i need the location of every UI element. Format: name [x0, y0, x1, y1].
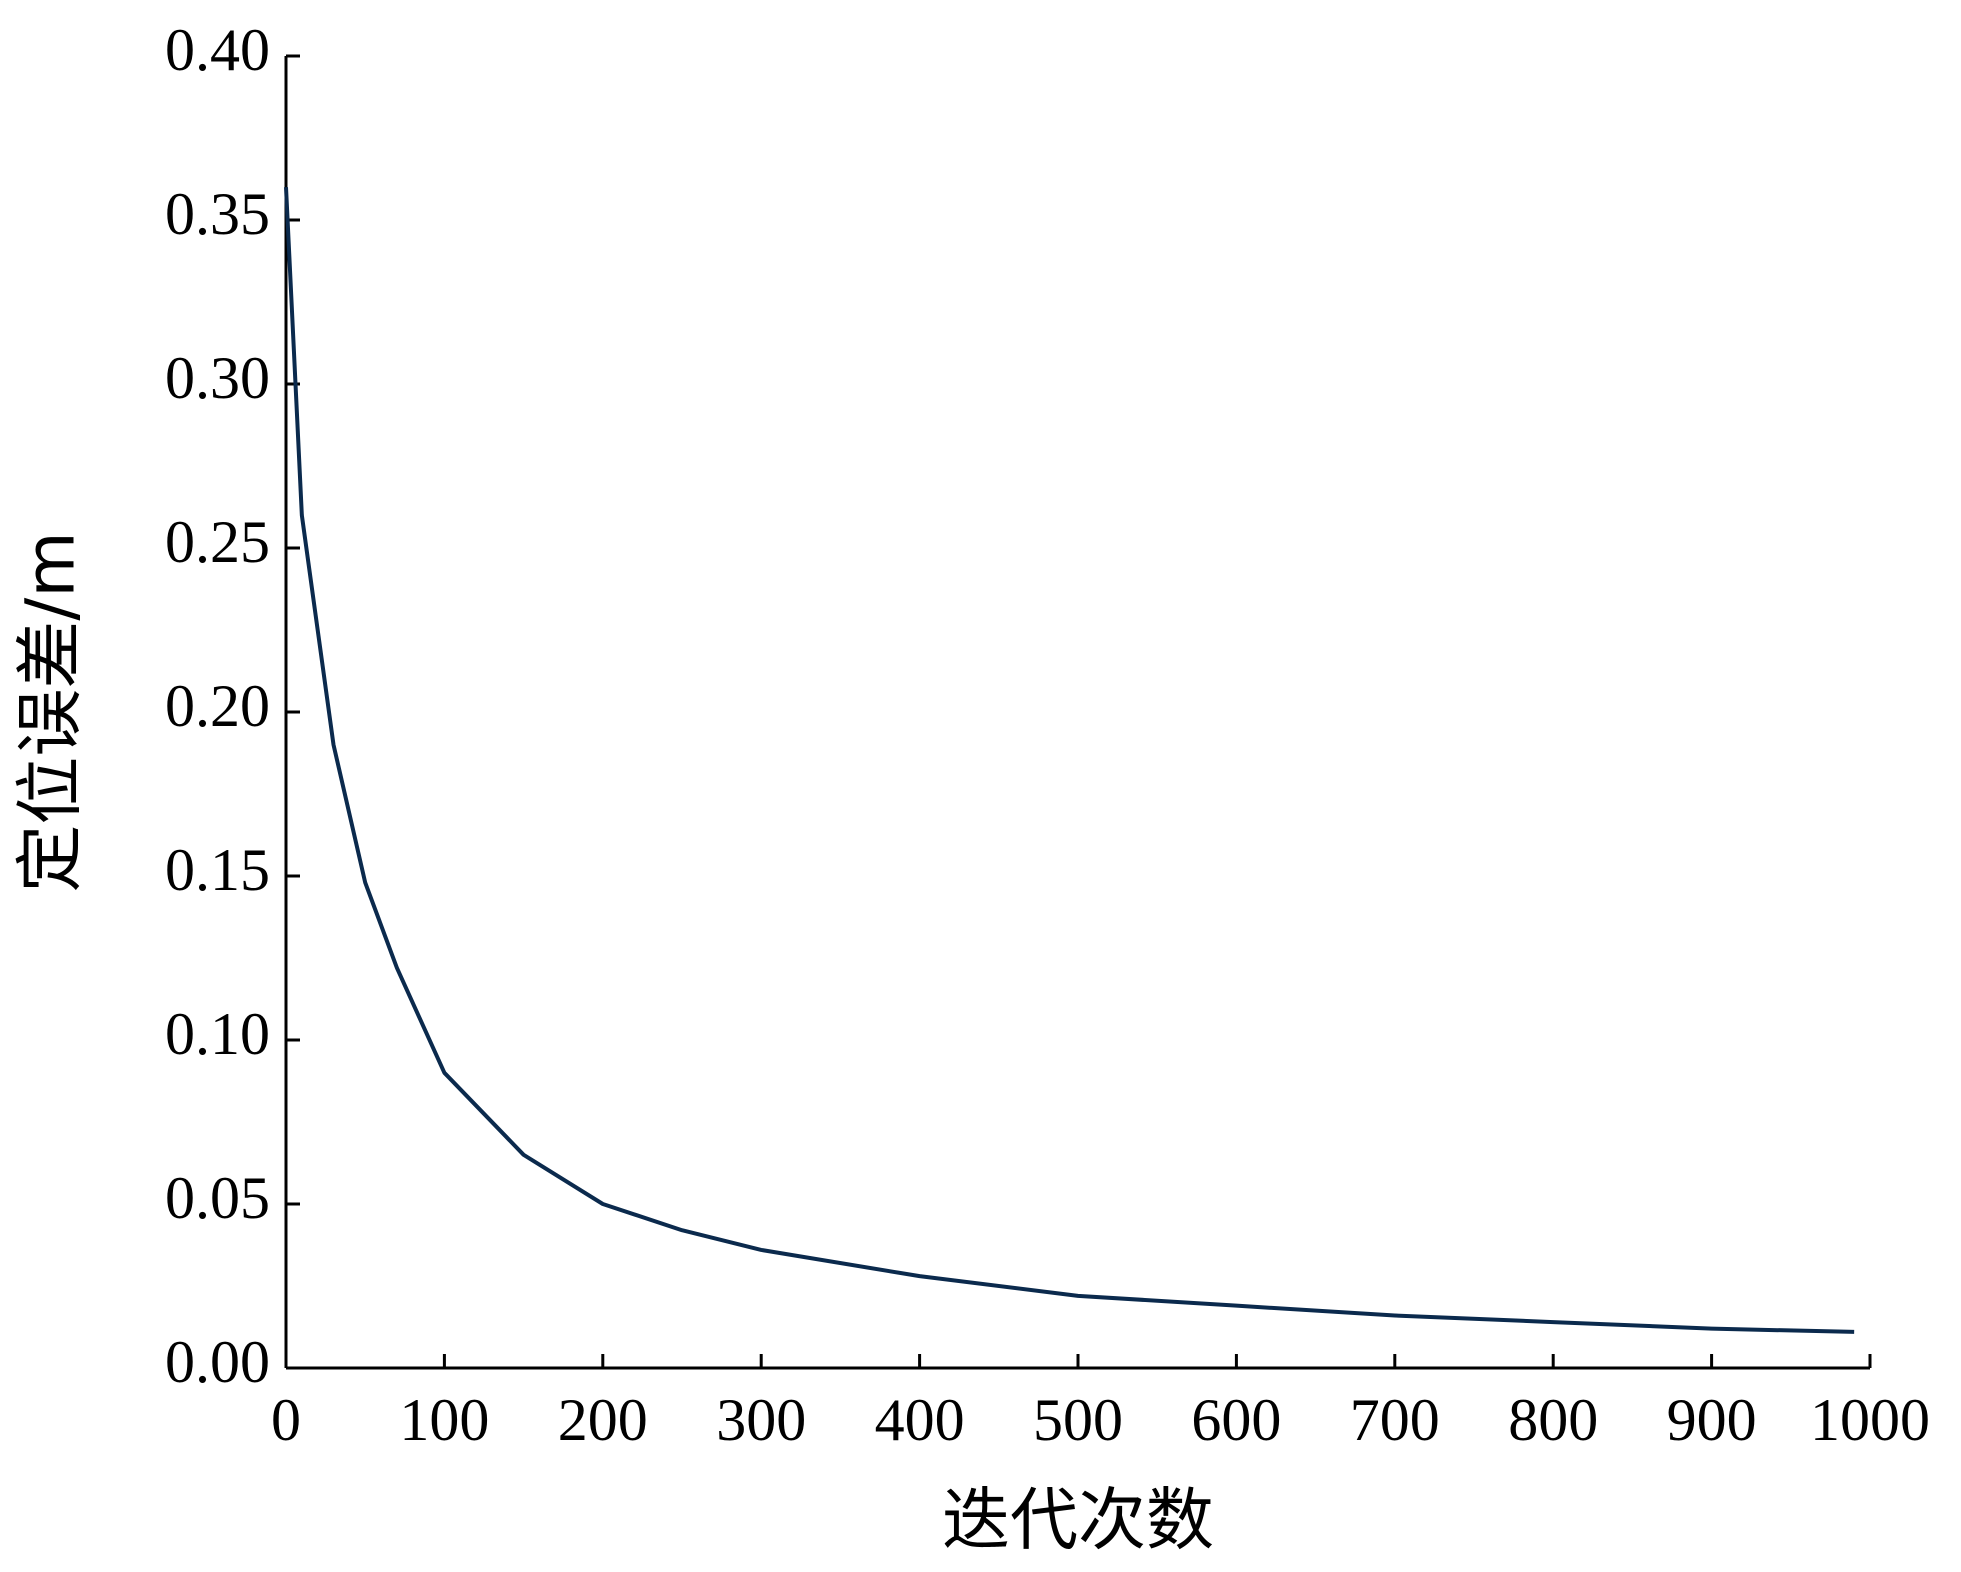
x-tick-label: 1000 [1810, 1387, 1930, 1453]
x-tick-label: 400 [875, 1387, 965, 1453]
y-tick-label: 0.30 [165, 345, 270, 411]
x-tick-label: 600 [1191, 1387, 1281, 1453]
y-tick-label: 0.05 [165, 1165, 270, 1231]
y-tick-label: 0.10 [165, 1001, 270, 1067]
x-tick-label: 700 [1350, 1387, 1440, 1453]
x-tick-label: 900 [1667, 1387, 1757, 1453]
x-tick-label: 300 [716, 1387, 806, 1453]
y-tick-label: 0.15 [165, 837, 270, 903]
x-axis-title: 迭代次数 [942, 1482, 1214, 1561]
y-tick-label: 0.25 [165, 509, 270, 575]
y-axis-title: 定位误差/m [12, 531, 91, 892]
x-tick-label: 500 [1033, 1387, 1123, 1453]
x-tick-label: 0 [271, 1387, 301, 1453]
y-tick-label: 0.00 [165, 1329, 270, 1395]
y-tick-label: 0.35 [165, 181, 270, 247]
y-tick-label: 0.20 [165, 673, 270, 739]
data-line [284, 187, 1855, 1334]
x-tick-label: 800 [1508, 1387, 1598, 1453]
y-tick-label: 0.40 [165, 17, 270, 83]
x-tick-label: 200 [558, 1387, 648, 1453]
x-tick-label: 100 [399, 1387, 489, 1453]
